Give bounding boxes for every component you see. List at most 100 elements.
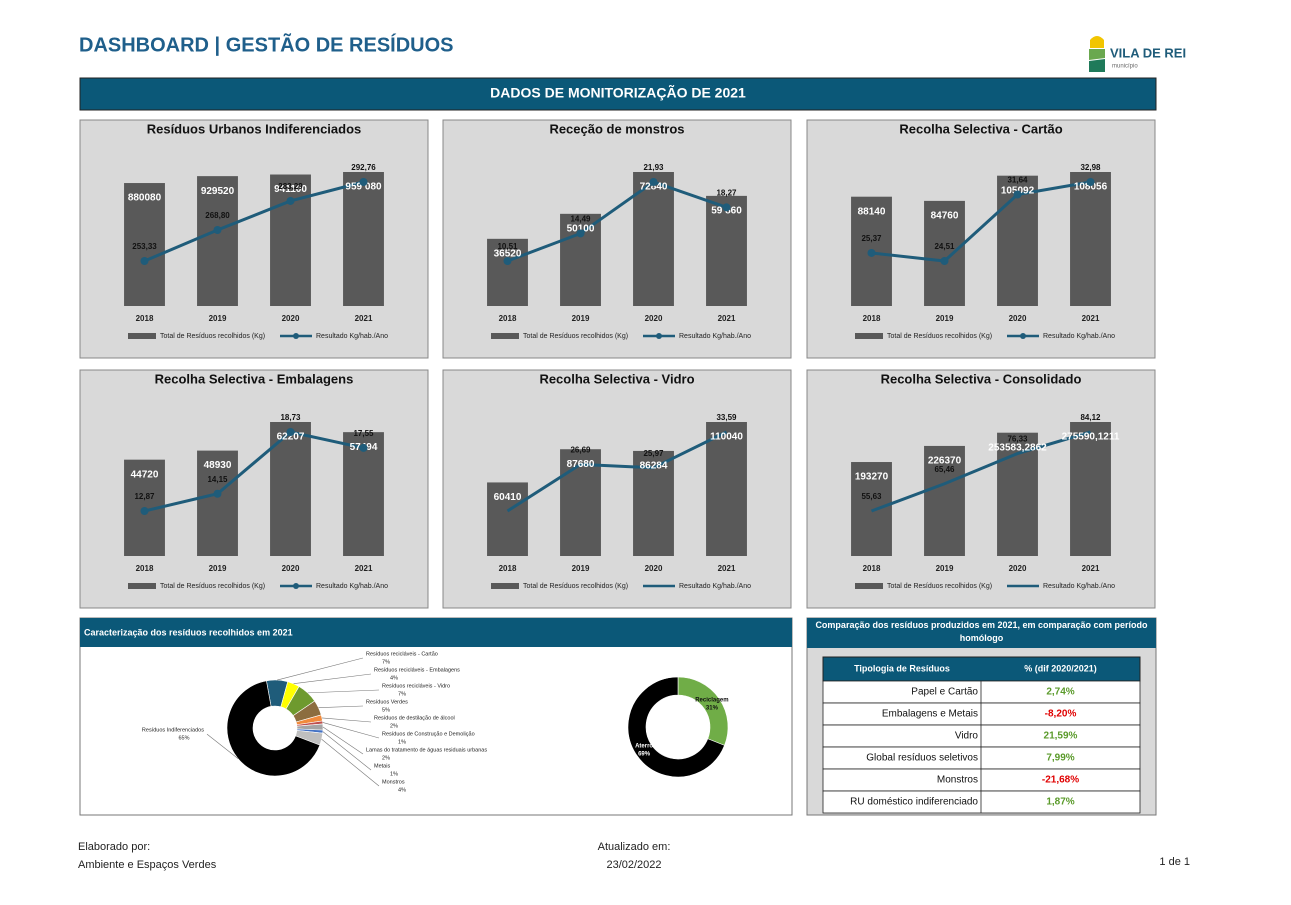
pie-value-label: 4%: [390, 675, 398, 681]
banner-title: DADOS DE MONITORIZAÇÃO DE 2021: [490, 84, 746, 101]
table-row: [822, 768, 1141, 792]
x-tick-label: 2021: [1082, 314, 1100, 323]
x-tick-label: 2019: [936, 564, 954, 573]
bar: [1070, 422, 1111, 556]
line-value-label: 84,12: [1080, 413, 1101, 422]
bar-value-label: 87680: [567, 459, 595, 470]
line: [506, 180, 727, 263]
leader-line: [318, 705, 364, 709]
legend-label: Total de Resíduos recolhidos (Kg): [523, 583, 628, 590]
x-tick-label: 2020: [282, 314, 300, 323]
table-cell: 2,74%: [1046, 687, 1074, 698]
x-tick-label: 2021: [355, 564, 373, 573]
footer-label: Elaborado por:: [78, 841, 150, 853]
bar: [197, 450, 238, 556]
chart-title: Recolha Selectiva - Vidro: [539, 371, 694, 386]
legend-label: Resultado Kg/hab./Ano: [1043, 583, 1115, 590]
bar-value-label: 929520: [201, 186, 235, 197]
table-row: [822, 724, 1141, 748]
table-cell: -21,68%: [1042, 775, 1079, 786]
line-marker: [649, 178, 658, 186]
bar: [343, 172, 384, 306]
table-cell: -8,20%: [1045, 709, 1077, 720]
x-tick-label: 2019: [209, 314, 227, 323]
banner: [79, 77, 1157, 111]
table-cell: 1,87%: [1046, 797, 1074, 808]
bar-value-label: 253583,2862: [988, 442, 1047, 453]
footer-date: 23/02/2022: [606, 859, 661, 871]
line-value-label: 253,33: [132, 242, 157, 251]
bar: [924, 445, 965, 556]
bar: [851, 462, 892, 556]
legend-label: Total de Resíduos recolhidos (Kg): [160, 583, 265, 590]
pie-panel: [79, 617, 793, 816]
legend-label: Total de Resíduos recolhidos (Kg): [887, 333, 992, 340]
line-value-label: 268,80: [205, 211, 230, 220]
x-tick-label: 2021: [718, 314, 736, 323]
logo-mark: [1090, 36, 1104, 48]
page-title: DASHBOARD | GESTÃO DE RESÍDUOS: [79, 33, 454, 56]
legend-swatch: [491, 583, 519, 589]
line-value-label: 26,69: [570, 446, 591, 455]
leader-line: [321, 739, 380, 787]
line-marker: [213, 489, 222, 498]
leader-line: [322, 722, 380, 739]
leader-line: [322, 731, 372, 771]
legend-swatch: [128, 583, 156, 589]
line-value-label: 31,64: [1007, 176, 1028, 185]
bar-value-label: 36520: [494, 248, 522, 259]
line-value-label: 14,49: [570, 215, 591, 224]
x-tick-label: 2019: [209, 564, 227, 573]
bar: [197, 176, 238, 306]
bar: [1070, 172, 1111, 306]
bar-value-label: 193270: [855, 472, 889, 483]
x-tick-label: 2019: [572, 564, 590, 573]
legend-swatch: [491, 333, 519, 339]
line-marker: [359, 178, 368, 186]
line-marker: [503, 257, 512, 265]
line: [506, 430, 728, 513]
line-marker: [140, 257, 149, 265]
pie-value-label: 1%: [398, 739, 406, 745]
legend-label: Total de Resíduos recolhidos (Kg): [160, 333, 265, 340]
line: [143, 180, 364, 263]
line-value-label: 24,51: [934, 242, 955, 251]
bar: [706, 422, 747, 556]
bar-value-label: 226370: [928, 456, 962, 467]
bar-value-label: 86284: [640, 461, 668, 472]
line-value-label: 76,33: [1007, 435, 1028, 444]
line-value-label: 17,55: [353, 429, 374, 438]
bar: [633, 172, 674, 306]
table-cell: 21,59%: [1044, 731, 1078, 742]
x-tick-label: 2018: [136, 564, 154, 573]
pie-slice: [627, 676, 725, 778]
pie-value-label: 7%: [398, 691, 406, 697]
line-marker: [140, 507, 149, 515]
pie-label: Resíduos de Construção e Demolição: [382, 731, 475, 737]
pie-slice: [226, 680, 321, 777]
footer-text: Ambiente e Espaços Verdes: [78, 859, 217, 871]
pie-label: Resíduos recicláveis - Cartão: [366, 651, 438, 657]
legend-label: Total de Resíduos recolhidos (Kg): [887, 583, 992, 590]
table-header-cell: % (dif 2020/2021): [1024, 663, 1097, 673]
logo: VILA DE REI município: [1089, 36, 1186, 72]
line-value-label: 18,27: [716, 188, 737, 197]
bar: [924, 200, 965, 306]
line-marker: [940, 257, 949, 265]
line-value-label: 32,98: [1080, 163, 1101, 172]
x-tick-label: 2020: [645, 564, 663, 573]
line-value-label: 25,97: [643, 449, 664, 458]
x-tick-label: 2018: [499, 564, 517, 573]
legend-label: Resultado Kg/hab./Ano: [679, 333, 751, 340]
pie-label: Resíduos recicláveis - Embalagens: [374, 667, 460, 673]
bar: [487, 238, 528, 306]
table-cell: Monstros: [937, 775, 978, 786]
legend-swatch: [1020, 333, 1026, 339]
line-marker: [722, 203, 731, 212]
logo-text: VILA DE REI: [1110, 45, 1186, 60]
line-value-label: 18,73: [280, 413, 301, 422]
line-value-label: 14,15: [207, 475, 228, 484]
line-marker: [213, 226, 222, 235]
x-tick-label: 2021: [1082, 564, 1100, 573]
x-tick-label: 2018: [863, 564, 881, 573]
